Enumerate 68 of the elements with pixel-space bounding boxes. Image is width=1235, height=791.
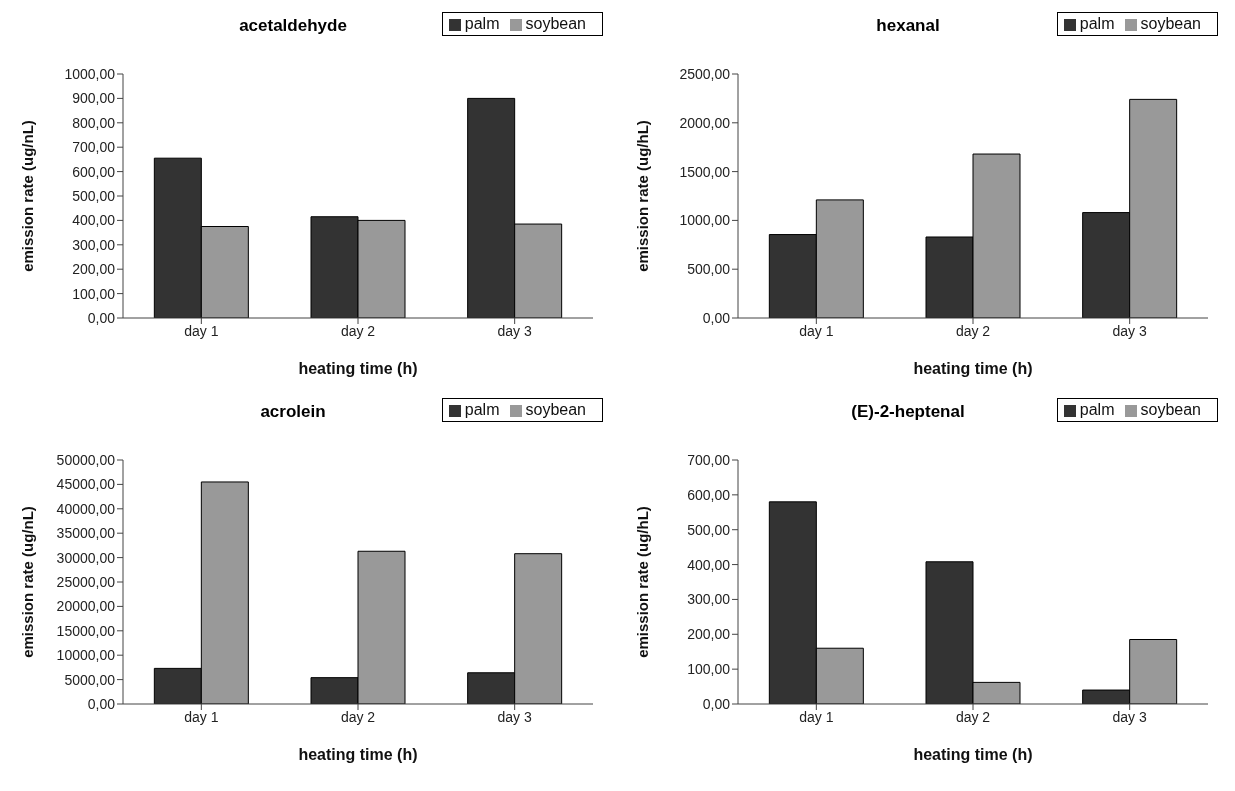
x-tick-label: day 2	[340, 708, 376, 725]
y-tick-label: 700,00	[72, 139, 116, 156]
y-tick-label: 500,00	[687, 261, 731, 278]
legend-label: soybean	[1140, 15, 1201, 32]
x-tick-label: day 3	[1112, 322, 1147, 339]
y-tick-label: 800,00	[72, 114, 116, 131]
y-tick-label: 1000,00	[64, 65, 116, 82]
y-tick-label: 45000,00	[56, 476, 116, 493]
x-tick-label: day 1	[799, 322, 834, 339]
y-tick-label: 0,00	[702, 695, 731, 712]
x-tick-label: day 1	[184, 708, 219, 725]
y-tick-label: 2500,00	[679, 65, 731, 82]
y-tick-label: 30000,00	[56, 549, 116, 566]
y-tick-label: 700,00	[687, 451, 731, 468]
y-tick-label: 15000,00	[56, 622, 116, 639]
x-tick-label: day 1	[184, 322, 219, 339]
y-axis-title: emission rate (ug/nL)	[19, 120, 37, 272]
y-tick-label: 600,00	[72, 163, 116, 180]
x-tick-label: day 2	[955, 708, 991, 725]
y-tick-label: 1000,00	[679, 212, 731, 229]
x-axis-title: heating time (h)	[913, 360, 1033, 377]
x-tick-label: day 2	[955, 322, 991, 339]
x-axis-title: heating time (h)	[913, 746, 1033, 763]
y-axis-title: emission rate (ug/hL)	[634, 120, 652, 272]
y-tick-label: 0,00	[87, 695, 116, 712]
x-axis-title: heating time (h)	[298, 360, 418, 377]
chart-title: hexanal	[875, 16, 941, 36]
y-tick-label: 200,00	[72, 261, 116, 278]
y-tick-label: 500,00	[687, 521, 731, 538]
y-tick-label: 600,00	[687, 486, 731, 503]
y-tick-label: 900,00	[72, 90, 116, 107]
y-axis-title: emission rate (ug/hL)	[634, 506, 652, 658]
y-tick-label: 1500,00	[679, 163, 731, 180]
y-axis-title: emission rate (ug/nL)	[19, 506, 37, 658]
legend-label: palm	[1079, 15, 1115, 32]
chart-title: acetaldehyde	[238, 16, 348, 36]
y-tick-label: 400,00	[72, 212, 116, 229]
x-tick-label: day 2	[340, 322, 376, 339]
y-tick-label: 300,00	[687, 591, 731, 608]
legend-label: soybean	[1140, 401, 1201, 418]
x-tick-label: day 3	[1112, 708, 1147, 725]
y-tick-label: 40000,00	[56, 500, 116, 517]
y-tick-label: 500,00	[72, 187, 116, 204]
y-tick-label: 0,00	[702, 309, 731, 326]
y-tick-label: 25000,00	[56, 573, 116, 590]
legend-label: soybean	[525, 15, 586, 32]
y-tick-label: 10000,00	[56, 647, 116, 664]
y-tick-label: 100,00	[687, 661, 731, 678]
legend-label: palm	[464, 15, 500, 32]
chart-title: acrolein	[259, 402, 327, 422]
legend-label: palm	[464, 401, 500, 418]
y-tick-label: 100,00	[72, 285, 116, 302]
legend-label: soybean	[525, 401, 586, 418]
y-tick-label: 300,00	[72, 236, 116, 253]
y-tick-label: 200,00	[687, 626, 731, 643]
y-tick-label: 2000,00	[679, 114, 731, 131]
x-tick-label: day 3	[497, 708, 532, 725]
y-tick-label: 20000,00	[56, 598, 116, 615]
x-axis-title: heating time (h)	[298, 746, 418, 763]
y-tick-label: 0,00	[87, 309, 116, 326]
x-tick-label: day 1	[799, 708, 834, 725]
y-tick-label: 35000,00	[56, 525, 116, 542]
y-tick-label: 400,00	[687, 556, 731, 573]
legend-label: palm	[1079, 401, 1115, 418]
chart-title: (E)-2-heptenal	[850, 402, 966, 422]
y-tick-label: 5000,00	[64, 671, 116, 688]
x-tick-label: day 3	[497, 322, 532, 339]
y-tick-label: 50000,00	[56, 451, 116, 468]
